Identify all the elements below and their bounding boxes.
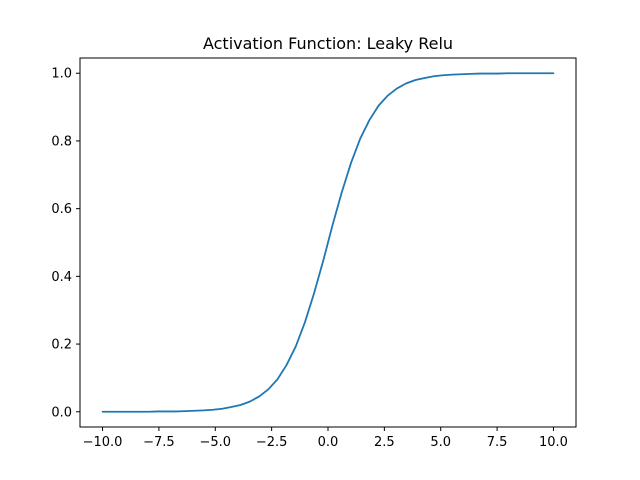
chart-title: Activation Function: Leaky Relu [203,34,453,53]
series-line [101,72,555,413]
x-tick-label: −2.5 [256,435,288,450]
plot-area [101,72,555,413]
y-tick-label: 0.2 [51,338,72,353]
x-tick-label: 10.0 [539,435,568,450]
x-tick-label: −5.0 [199,435,231,450]
x-tick-label: 7.5 [487,435,508,450]
axis-ticks: −10.0 −7.5 −5.0 −2.5 0.0 2.5 5.0 7.5 10.0 0.0 0.2 0… [51,67,568,450]
y-tick-label: 1.0 [51,67,72,82]
x-tick-label: −10.0 [83,435,123,450]
y-tick-label: 0.4 [51,270,72,285]
axes-frame [79,57,577,428]
x-tick-label: −7.5 [143,435,175,450]
x-tick-label: 2.5 [374,435,395,450]
x-tick-label: 0.0 [318,435,339,450]
y-tick-label: 0.0 [51,405,72,420]
x-tick-label: 5.0 [430,435,451,450]
y-tick-label: 0.8 [51,134,72,149]
y-tick-label: 0.6 [51,202,72,217]
